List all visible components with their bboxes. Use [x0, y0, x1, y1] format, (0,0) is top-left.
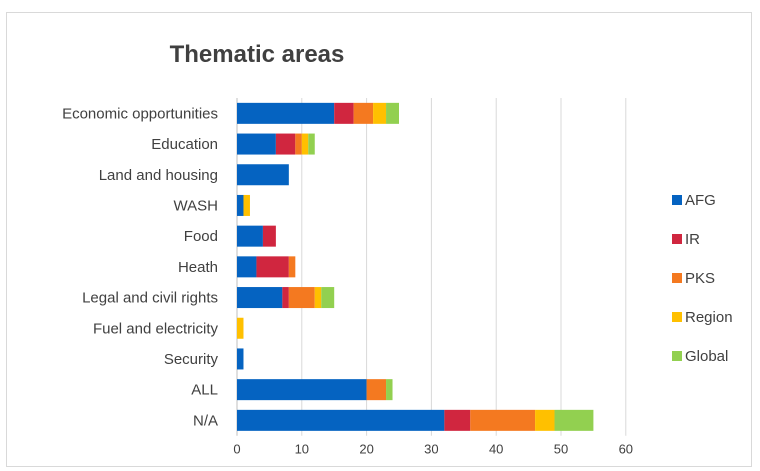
chart-title: Thematic areas — [170, 41, 345, 68]
bar-segment-region — [314, 287, 322, 309]
category-label: Legal and civil rights — [82, 290, 218, 307]
bar-segment-pks — [470, 409, 536, 431]
bar-segment-pks — [288, 256, 296, 278]
bar-segment-region — [535, 409, 555, 431]
category-label: Land and housing — [99, 167, 218, 184]
legend-swatch — [672, 195, 682, 205]
bar-segment-region — [301, 133, 309, 155]
bar-segment-afg — [237, 194, 244, 216]
x-tick-label: 10 — [295, 442, 309, 457]
bars — [237, 102, 594, 431]
category-label: Education — [151, 136, 218, 153]
bar-segment-afg — [237, 409, 445, 431]
bar-segment-global — [321, 287, 335, 309]
bar-segment-global — [554, 409, 594, 431]
legend-label: Global — [685, 348, 728, 365]
legend-label: Region — [685, 309, 733, 326]
bar-segment-afg — [237, 256, 257, 278]
category-label: WASH — [174, 197, 218, 214]
bar-segment-region — [237, 317, 244, 339]
legend: AFG IR PKS Region Global — [672, 192, 733, 365]
legend-label: PKS — [685, 270, 715, 287]
legend-label: AFG — [685, 192, 716, 209]
bar-segment-pks — [295, 133, 302, 155]
category-label: Economic opportunities — [62, 105, 218, 122]
bar-segment-afg — [237, 133, 276, 155]
category-label: Security — [164, 351, 219, 368]
legend-swatch — [672, 351, 682, 361]
bar-segment-pks — [353, 102, 374, 124]
category-label: ALL — [191, 382, 218, 399]
legend-swatch — [672, 234, 682, 244]
category-label: N/A — [193, 412, 218, 429]
bar-segment-global — [308, 133, 315, 155]
bar-segment-ir — [334, 102, 354, 124]
x-tick-label: 50 — [554, 442, 568, 457]
bar-segment-pks — [366, 379, 387, 401]
legend-swatch — [672, 273, 682, 283]
bar-segment-afg — [237, 225, 263, 247]
bar-segment-afg — [237, 102, 335, 124]
bar-segment-afg — [237, 287, 283, 309]
x-tick-label: 30 — [424, 442, 438, 457]
bar-segment-global — [386, 102, 399, 124]
bar-segment-ir — [282, 287, 289, 309]
bar-segment-afg — [237, 348, 244, 370]
bar-segment-afg — [237, 164, 289, 186]
category-labels: Economic opportunities Education Land and … — [62, 105, 218, 429]
x-tick-labels: 0 10 20 30 40 50 60 — [233, 442, 633, 457]
bar-segment-ir — [444, 409, 471, 431]
legend-label: IR — [685, 231, 700, 248]
bar-segment-global — [386, 379, 393, 401]
bar-segment-region — [373, 102, 387, 124]
bar-segment-pks — [288, 287, 315, 309]
bar-segment-ir — [256, 256, 289, 278]
x-tick-label: 40 — [489, 442, 503, 457]
bar-segment-ir — [275, 133, 296, 155]
legend-swatch — [672, 312, 682, 322]
bar-segment-region — [243, 194, 250, 216]
x-tick-label: 20 — [359, 442, 373, 457]
x-tick-label: 0 — [233, 442, 240, 457]
bar-segment-ir — [262, 225, 276, 247]
bar-segment-afg — [237, 379, 367, 401]
category-label: Heath — [178, 259, 218, 276]
category-label: Fuel and electricity — [93, 320, 219, 337]
x-tick-label: 60 — [619, 442, 633, 457]
category-label: Food — [184, 228, 218, 245]
